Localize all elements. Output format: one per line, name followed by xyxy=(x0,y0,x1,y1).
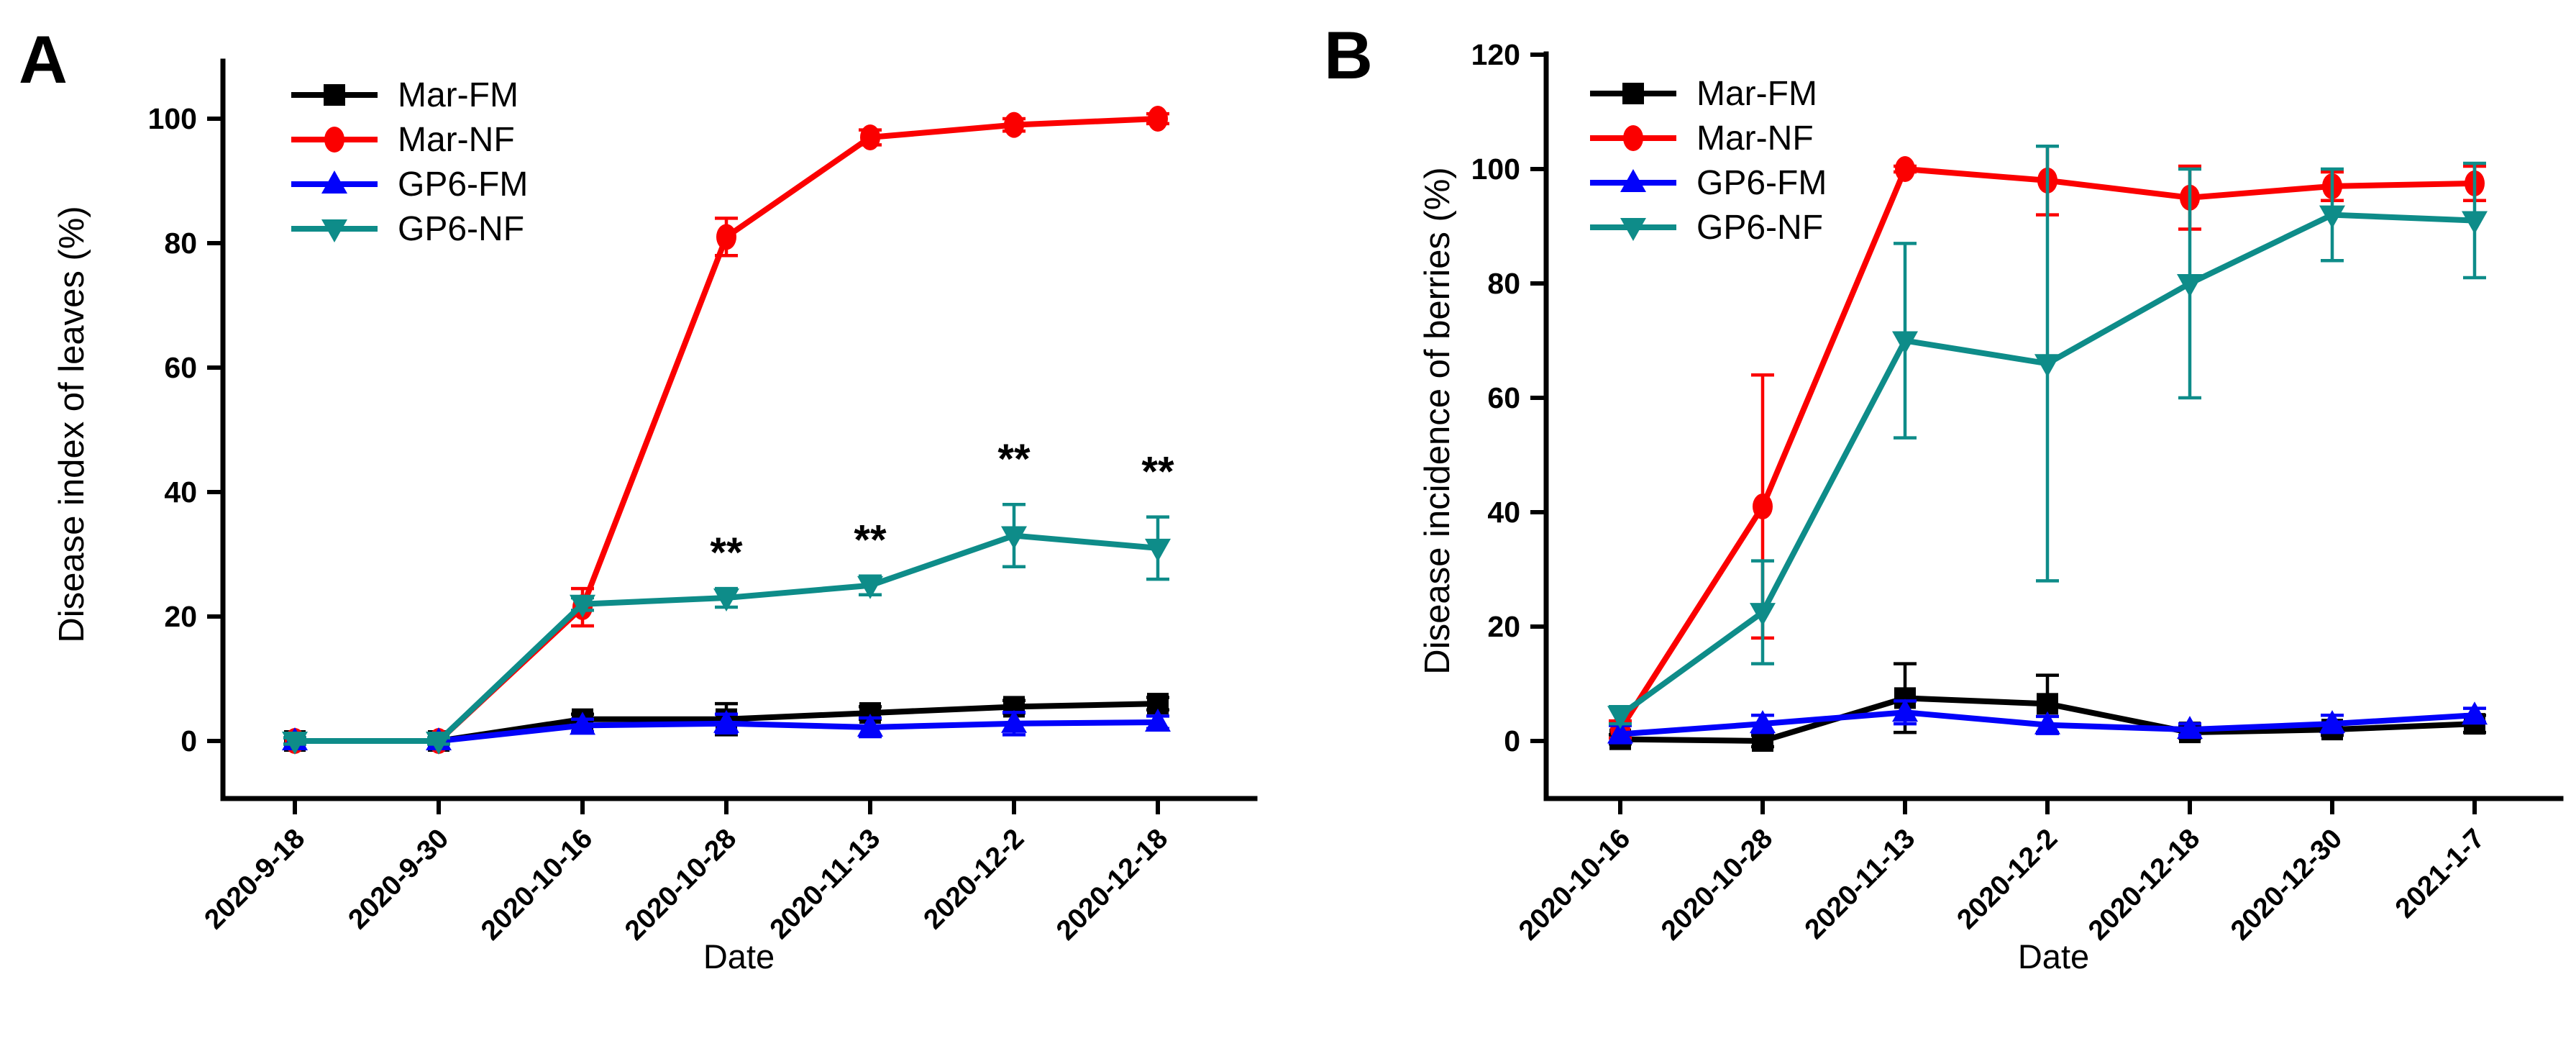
significance-asterisks: ** xyxy=(854,517,887,564)
x-tick-label: 2020-10-28 xyxy=(619,823,742,946)
legend-label: Mar-FM xyxy=(398,76,519,114)
significance-asterisks: ** xyxy=(1141,448,1174,495)
x-axis-ticks: 2020-9-18 2020-9-30 2020-10-16 2020-10-28 20… xyxy=(198,799,1174,946)
y-tick-label: 80 xyxy=(1487,267,1520,300)
significance-asterisks: ** xyxy=(997,436,1031,483)
y-tick-label: 0 xyxy=(181,724,197,758)
significance-annotations: ** ** ** ** xyxy=(710,436,1174,576)
legend-label: Mar-NF xyxy=(1696,119,1814,158)
legend-item-GP6-FM: GP6-FM xyxy=(291,165,528,204)
x-tick-label: 2020-12-18 xyxy=(1051,823,1174,946)
x-tick-label: 2020-11-13 xyxy=(1799,823,1921,945)
series-Mar-FM xyxy=(1609,662,2486,752)
legend-item-GP6-FM: GP6-FM xyxy=(1590,164,1827,202)
x-tick-label: 2021-1-7 xyxy=(2390,823,2491,924)
panel-b: 0 20 40 60 80 100 120 2020-10-16 2020-10-28 2020-… xyxy=(1288,0,2576,1046)
legend-item-Mar-NF: Mar-NF xyxy=(291,121,515,159)
y-tick-label: 60 xyxy=(164,351,197,384)
legend-label: GP6-NF xyxy=(1696,209,1823,247)
y-tick-label: 20 xyxy=(164,600,197,633)
panel-a-y-axis-title: Disease index of leaves (%) xyxy=(52,206,91,643)
legend-item-GP6-NF: GP6-NF xyxy=(291,210,524,248)
y-tick-label: 40 xyxy=(164,476,197,509)
axes xyxy=(220,58,1258,801)
x-tick-label: 2020-12-2 xyxy=(918,823,1030,935)
legend-label: GP6-FM xyxy=(398,165,528,204)
legend-item-Mar-FM: Mar-FM xyxy=(291,76,519,114)
legend-label: Mar-FM xyxy=(1696,75,1817,113)
y-tick-label: 60 xyxy=(1487,381,1520,414)
panel-a-letter: A xyxy=(19,22,68,97)
y-tick-label: 120 xyxy=(1471,38,1520,71)
series-GP6-NF xyxy=(282,503,1171,755)
x-tick-label: 2020-10-16 xyxy=(475,823,598,946)
legend-item-Mar-NF: Mar-NF xyxy=(1590,119,1814,158)
x-tick-label: 2020-11-13 xyxy=(764,823,886,945)
legend: Mar-FM Mar-NF GP6-FM GP6-NF xyxy=(1590,75,1827,247)
x-tick-label: 2020-12-2 xyxy=(1951,823,2063,935)
y-axis-ticks: 0 20 40 60 80 100 120 xyxy=(1471,38,1546,758)
legend-label: Mar-NF xyxy=(398,121,515,159)
y-tick-label: 100 xyxy=(1471,153,1520,186)
y-tick-label: 80 xyxy=(164,227,197,260)
panel-b-x-axis-title: Date xyxy=(2017,937,2090,975)
legend-item-Mar-FM: Mar-FM xyxy=(1590,75,1817,113)
y-tick-label: 40 xyxy=(1487,496,1520,529)
legend: Mar-FM Mar-NF GP6-FM GP6-NF xyxy=(291,76,528,248)
legend-label: GP6-FM xyxy=(1696,164,1827,202)
legend-label: GP6-NF xyxy=(398,210,524,248)
significance-asterisks: ** xyxy=(710,529,743,576)
x-tick-label: 2020-10-16 xyxy=(1513,823,1636,946)
series-GP6-FM xyxy=(282,709,1171,750)
panel-b-letter: B xyxy=(1324,17,1373,93)
x-tick-label: 2020-9-30 xyxy=(342,823,455,935)
series-GP6-FM xyxy=(1607,699,2488,745)
error-bars-Mar-NF xyxy=(283,112,1169,746)
series-GP6-NF xyxy=(1607,144,2488,729)
chart-a-disease-index-of-leaves: 0 20 40 60 80 100 2020-9-18 2020-9-30 2020-10-16… xyxy=(148,58,1258,946)
panel-b-y-axis-title: Disease incidence of berries (%) xyxy=(1418,167,1457,675)
x-tick-label: 2020-12-18 xyxy=(2083,823,2206,946)
y-tick-label: 20 xyxy=(1487,610,1520,643)
x-tick-label: 2020-9-18 xyxy=(198,823,311,935)
axes xyxy=(1543,51,2564,801)
x-axis-ticks: 2020-10-16 2020-10-28 2020-11-13 2020-12-2 2… xyxy=(1513,799,2490,946)
panel-a: 0 20 40 60 80 100 2020-9-18 2020-9-30 2020-10-16… xyxy=(19,22,1258,975)
x-tick-label: 2020-12-30 xyxy=(2225,823,2348,946)
panel-a-x-axis-title: Date xyxy=(703,937,775,975)
y-tick-label: 0 xyxy=(1504,724,1520,758)
x-tick-label: 2020-10-28 xyxy=(1655,823,1778,946)
legend-item-GP6-NF: GP6-NF xyxy=(1590,209,1823,247)
y-tick-label: 100 xyxy=(148,102,197,135)
y-axis-ticks: 0 20 40 60 80 100 xyxy=(148,102,223,758)
